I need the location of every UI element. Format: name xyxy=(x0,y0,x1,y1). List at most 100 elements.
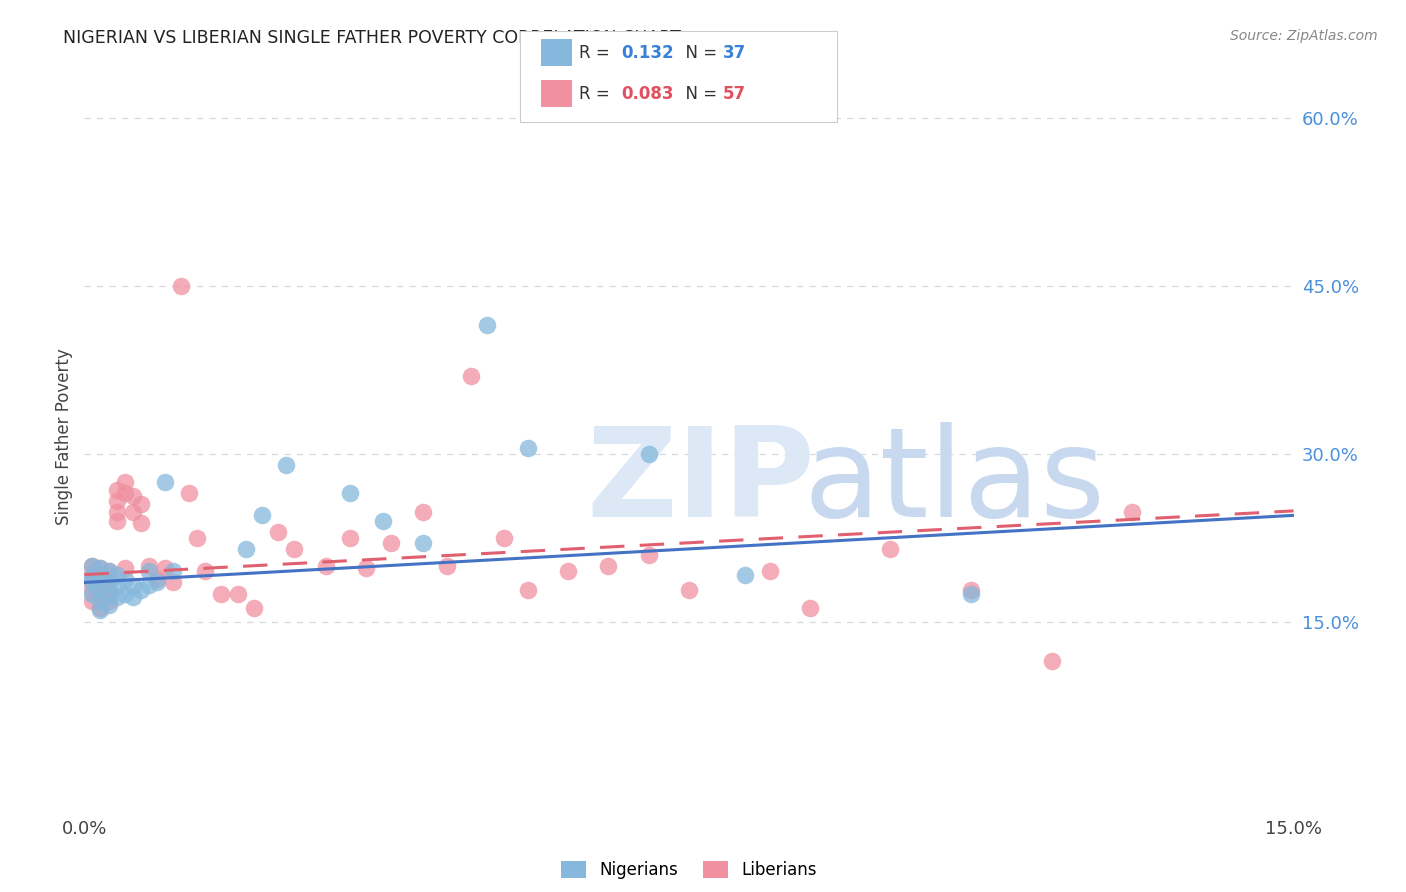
Text: atlas: atlas xyxy=(804,422,1107,542)
Point xyxy=(209,587,232,601)
Point xyxy=(153,475,176,489)
Point xyxy=(1040,654,1063,668)
Point xyxy=(121,489,143,503)
Point xyxy=(138,558,160,573)
Point xyxy=(89,603,111,617)
Point xyxy=(97,598,120,612)
Point xyxy=(758,564,780,578)
Point xyxy=(82,575,104,590)
Point xyxy=(339,531,361,545)
Point xyxy=(153,561,176,575)
Point xyxy=(734,567,756,582)
Point xyxy=(283,541,305,556)
Point xyxy=(315,558,337,573)
Point xyxy=(97,587,120,601)
Point xyxy=(267,525,290,540)
Point xyxy=(82,558,104,573)
Point xyxy=(82,575,104,590)
Point xyxy=(89,572,111,586)
Text: 0.083: 0.083 xyxy=(621,85,673,103)
Point xyxy=(235,541,257,556)
Point xyxy=(89,567,111,582)
Point xyxy=(557,564,579,578)
Point xyxy=(82,583,104,598)
Point xyxy=(97,575,120,590)
Point xyxy=(194,564,217,578)
Point xyxy=(114,572,136,586)
Point xyxy=(114,475,136,489)
Text: 57: 57 xyxy=(723,85,745,103)
Point xyxy=(242,601,264,615)
Point xyxy=(105,483,128,497)
Text: R =: R = xyxy=(579,85,616,103)
Point xyxy=(412,505,434,519)
Point xyxy=(97,594,120,608)
Point xyxy=(82,566,104,581)
Point xyxy=(162,564,184,578)
Point xyxy=(274,458,297,472)
Point xyxy=(114,561,136,575)
Point xyxy=(879,541,901,556)
Point xyxy=(129,583,152,598)
Text: 37: 37 xyxy=(723,44,747,62)
Point xyxy=(97,572,120,586)
Legend: Nigerians, Liberians: Nigerians, Liberians xyxy=(554,855,824,886)
Point xyxy=(105,590,128,604)
Point xyxy=(129,497,152,511)
Point xyxy=(82,594,104,608)
Point xyxy=(637,548,659,562)
Point xyxy=(226,587,249,601)
Point xyxy=(138,577,160,591)
Point xyxy=(598,558,620,573)
Point xyxy=(89,587,111,601)
Text: NIGERIAN VS LIBERIAN SINGLE FATHER POVERTY CORRELATION CHART: NIGERIAN VS LIBERIAN SINGLE FATHER POVER… xyxy=(63,29,681,46)
Point xyxy=(105,493,128,508)
Text: N =: N = xyxy=(675,85,723,103)
Point xyxy=(105,514,128,528)
Point xyxy=(97,583,120,598)
Point xyxy=(129,516,152,531)
Point xyxy=(492,531,515,545)
Text: R =: R = xyxy=(579,44,616,62)
Point xyxy=(799,601,821,615)
Point xyxy=(121,590,143,604)
Point xyxy=(105,579,128,593)
Point xyxy=(436,558,458,573)
Point xyxy=(339,486,361,500)
Point xyxy=(380,536,402,550)
Point xyxy=(250,508,273,523)
Point xyxy=(179,486,201,500)
Point xyxy=(678,583,700,598)
Point xyxy=(162,575,184,590)
Point xyxy=(146,575,169,590)
Point xyxy=(97,564,120,578)
Point xyxy=(477,318,499,333)
Point xyxy=(97,564,120,578)
Point xyxy=(89,561,111,575)
Text: N =: N = xyxy=(675,44,723,62)
Point xyxy=(89,561,111,575)
Point xyxy=(186,531,208,545)
Point xyxy=(89,601,111,615)
Point xyxy=(82,587,104,601)
Point xyxy=(89,583,111,598)
Point xyxy=(516,442,538,456)
Point xyxy=(412,536,434,550)
Point xyxy=(170,279,193,293)
Point xyxy=(121,579,143,593)
Point xyxy=(105,505,128,519)
Point xyxy=(146,572,169,586)
Point xyxy=(460,368,482,383)
Point xyxy=(105,567,128,582)
Y-axis label: Single Father Poverty: Single Father Poverty xyxy=(55,349,73,525)
Point xyxy=(89,594,111,608)
Point xyxy=(114,587,136,601)
Text: ZIP: ZIP xyxy=(586,422,815,542)
Point xyxy=(637,447,659,461)
Point xyxy=(89,575,111,590)
Text: 0.132: 0.132 xyxy=(621,44,673,62)
Point xyxy=(114,486,136,500)
Point xyxy=(516,583,538,598)
Point xyxy=(82,570,104,584)
Point xyxy=(371,514,394,528)
